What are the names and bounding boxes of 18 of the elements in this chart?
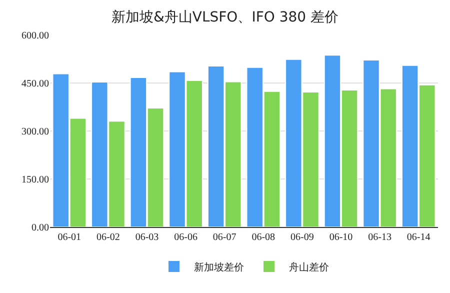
y-tick-label: 0.00 (32, 222, 49, 234)
x-tick-label: 06-01 (58, 232, 82, 243)
legend-label: 新加坡差价 (194, 261, 244, 274)
chart-title: 新加坡&舟山VLSFO、IFO 380 差价 (111, 10, 339, 26)
x-tick-label: 06-10 (329, 232, 353, 243)
y-tick-label: 150.00 (22, 174, 49, 186)
x-tick-label: 06-08 (252, 232, 276, 243)
x-tick-label: 06-09 (290, 232, 314, 243)
legend-label: 舟山差价 (289, 261, 329, 274)
x-tick-label: 06-07 (212, 232, 236, 243)
x-tick-label: 06-13 (368, 232, 392, 243)
y-tick-label: 300.00 (22, 126, 49, 138)
x-tick-label: 06-02 (96, 232, 120, 243)
x-tick-label: 06-03 (135, 232, 159, 243)
x-tick-label: 06-06 (174, 232, 198, 243)
y-tick-label: 450.00 (22, 78, 49, 90)
y-tick-label: 600.00 (22, 30, 49, 42)
x-tick-label: 06-14 (406, 232, 430, 243)
